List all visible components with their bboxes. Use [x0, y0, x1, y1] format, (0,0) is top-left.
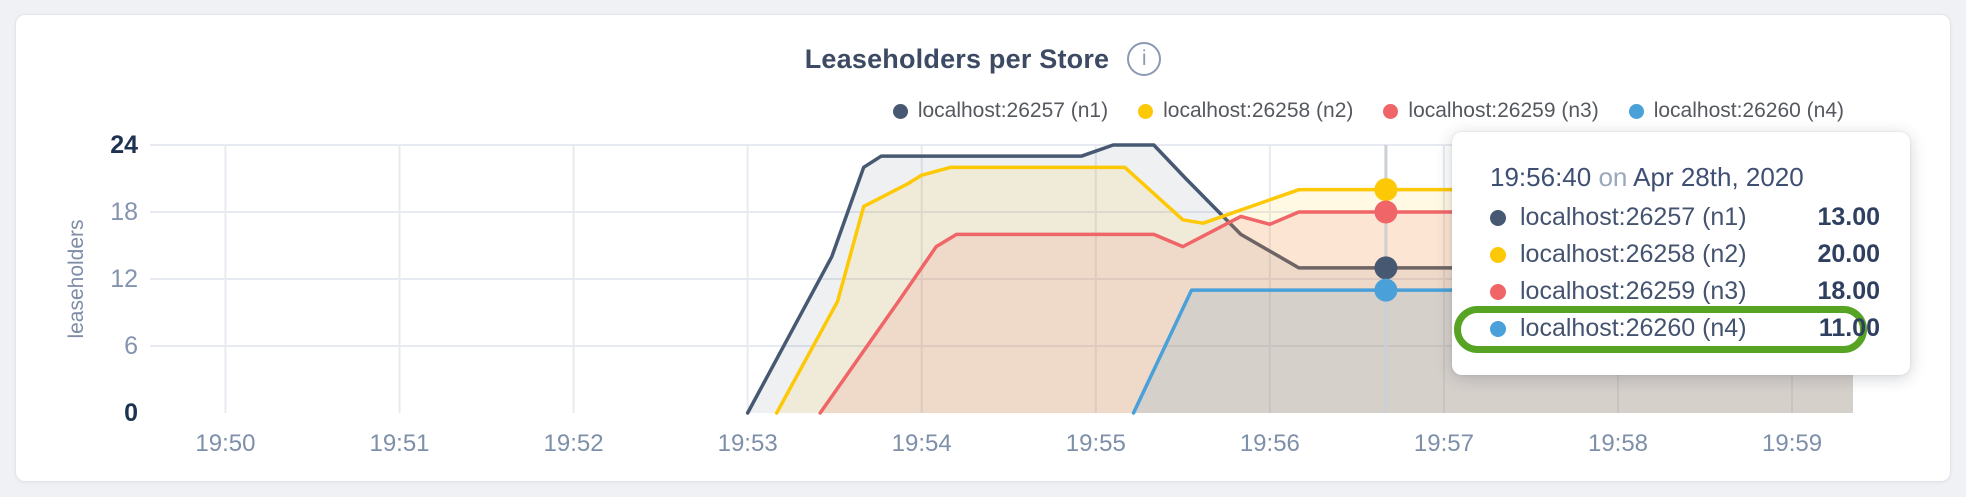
- tooltip-timestamp: 19:56:40 on Apr 28th, 2020: [1490, 159, 1880, 195]
- x-tick-label-19:51: 19:51: [369, 430, 429, 457]
- legend-item-n2: localhost:26258 (n2): [1138, 99, 1353, 123]
- legend-dot-n2-icon: [1138, 103, 1154, 119]
- tooltip-label-n4: localhost:26260 (n4): [1520, 314, 1747, 342]
- y-tick-label-18: 18: [110, 198, 138, 226]
- legend-label-n1: localhost:26257 (n1): [917, 99, 1109, 122]
- tooltip-row-n1: localhost:26257 (n1) 13.00: [1490, 199, 1880, 236]
- crosshair-dot-n1: [1374, 256, 1398, 280]
- tooltip-value-n3: 18.00: [1817, 277, 1880, 305]
- x-tick-label-19:53: 19:53: [718, 430, 778, 457]
- tooltip-row-n4: localhost:26260 (n4) 11.00: [1490, 310, 1880, 347]
- y-tick-label-24: 24: [110, 131, 138, 159]
- info-icon[interactable]: i: [1127, 42, 1162, 76]
- chart-header: Leaseholders per Store i: [0, 38, 1966, 80]
- chart-title: Leaseholders per Store: [804, 43, 1110, 74]
- tooltip-label-n1: localhost:26257 (n1): [1520, 203, 1747, 231]
- y-tick-label-12: 12: [110, 265, 138, 293]
- tooltip-time: 19:56:40: [1490, 162, 1592, 192]
- crosshair-dot-n4: [1374, 278, 1398, 302]
- tooltip-dot-n2-icon: [1490, 246, 1506, 263]
- legend-dot-n4-icon: [1628, 103, 1644, 119]
- legend-item-n4: localhost:26260 (n4): [1628, 99, 1844, 123]
- x-tick-label-19:52: 19:52: [544, 430, 604, 457]
- x-tick-label-19:58: 19:58: [1588, 430, 1648, 457]
- legend-item-n3: localhost:26259 (n3): [1383, 99, 1599, 123]
- hover-tooltip: 19:56:40 on Apr 28th, 2020 localhost:262…: [1452, 132, 1910, 375]
- x-tick-label-19:56: 19:56: [1240, 430, 1300, 457]
- y-tick-label-6: 6: [124, 332, 138, 360]
- tooltip-value-n2: 20.00: [1817, 240, 1880, 268]
- crosshair-dot-n3: [1374, 200, 1398, 224]
- tooltip-label-n2: localhost:26258 (n2): [1520, 240, 1747, 268]
- tooltip-dot-n3-icon: [1490, 283, 1506, 300]
- tooltip-value-n4: 11.00: [1818, 314, 1880, 342]
- tooltip-value-n1: 13.00: [1817, 203, 1880, 231]
- legend-dot-n1-icon: [892, 103, 908, 119]
- series-line-n3: [818, 210, 1855, 415]
- x-tick-label-19:59: 19:59: [1762, 430, 1822, 457]
- x-tick-label-19:57: 19:57: [1414, 430, 1474, 457]
- tooltip-dot-n4-icon: [1490, 320, 1506, 337]
- legend-label-n4: localhost:26260 (n4): [1653, 99, 1844, 122]
- x-tick-label-19:54: 19:54: [892, 430, 952, 457]
- legend-item-n1: localhost:26257 (n1): [892, 99, 1109, 123]
- x-tick-label-19:55: 19:55: [1066, 430, 1126, 457]
- tooltip-row-n3: localhost:26259 (n3) 18.00: [1490, 273, 1880, 310]
- tooltip-row-n2: localhost:26258 (n2) 20.00: [1490, 236, 1880, 273]
- chart-legend: localhost:26257 (n1) localhost:26258 (n2…: [892, 97, 1844, 125]
- tooltip-separator: on: [1591, 162, 1634, 192]
- series-line-n2: [774, 165, 1855, 415]
- legend-label-n2: localhost:26258 (n2): [1163, 99, 1354, 122]
- y-tick-label-0: 0: [124, 399, 138, 427]
- legend-dot-n3-icon: [1383, 103, 1399, 119]
- tooltip-date: Apr 28th, 2020: [1633, 162, 1804, 192]
- tooltip-dot-n1-icon: [1490, 209, 1506, 226]
- legend-label-n3: localhost:26259 (n3): [1408, 99, 1599, 122]
- tooltip-label-n3: localhost:26259 (n3): [1520, 277, 1747, 305]
- x-tick-label-19:50: 19:50: [195, 430, 255, 457]
- y-axis-label: leaseholders: [65, 219, 88, 339]
- crosshair-dot-n2: [1374, 178, 1398, 202]
- series-line-n1: [745, 143, 1855, 415]
